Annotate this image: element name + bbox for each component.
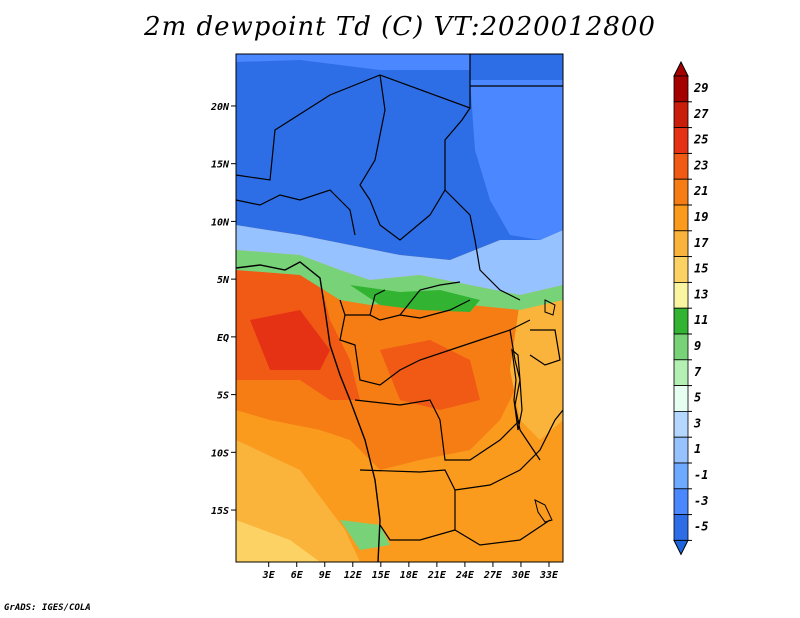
field-coast-core	[250, 310, 330, 370]
lat-tick-label: 10S	[211, 448, 229, 459]
colorbar-label: 3	[693, 416, 701, 430]
lake-tanganyika	[511, 348, 523, 431]
colorbar-label: 5	[694, 391, 701, 405]
colorbar-bottom-arrow	[673, 539, 689, 556]
colorbar-label: 13	[694, 287, 708, 301]
colorbar-label: 7	[694, 365, 702, 379]
lon-tick-label: 30E	[511, 570, 531, 581]
field-moist-band	[236, 225, 563, 295]
dewpoint-field	[236, 54, 563, 562]
colorbar-swatch	[673, 281, 689, 309]
colorbar-swatch	[673, 359, 689, 386]
lon-tick-label: 12E	[344, 570, 363, 581]
lake-victoria	[544, 299, 556, 316]
field-southwest-light	[236, 520, 320, 562]
lon-tick-label: 33E	[539, 570, 559, 581]
lat-tick-label: 15S	[211, 506, 229, 517]
colorbar-label: -5	[694, 520, 708, 534]
plot-frame	[235, 53, 564, 563]
longitude-axis: 3E 6E 9E 12E 15E 18E 21E 24E 27E 30E 33E	[262, 562, 559, 581]
colorbar-swatch	[673, 204, 689, 232]
colorbar-label: 29	[693, 81, 708, 95]
colorbar-label: 25	[693, 133, 708, 147]
colorbar-swatch	[673, 385, 689, 412]
lon-tick-label: 15E	[372, 570, 391, 581]
colorbar-swatch	[673, 436, 689, 464]
colorbar-label: 21	[693, 184, 708, 198]
lat-tick-label: 20N	[210, 102, 230, 113]
lat-tick-label: 15N	[211, 160, 230, 171]
field-south-green	[340, 520, 390, 550]
grads-credit: GrADS: IGES/COLA	[4, 603, 91, 613]
field-east-sahel	[470, 80, 563, 240]
field-north-strip	[236, 54, 470, 70]
lon-tick-label: 18E	[400, 570, 419, 581]
latitude-axis: 20N 15N 10N 5N EQ 5S 10S 15S	[210, 102, 236, 517]
colorbar-swatch	[673, 488, 689, 515]
colorbar-swatch	[673, 101, 689, 129]
colorbar-swatch	[673, 333, 689, 361]
lake-kariba	[534, 499, 553, 523]
field-east-highland	[510, 290, 563, 440]
colorbar-label: 1	[694, 442, 701, 456]
country-borders	[236, 54, 563, 546]
colorbar-swatch	[673, 462, 689, 490]
lat-tick-label: 5S	[217, 391, 229, 402]
colorbar-label: 27	[693, 107, 709, 121]
colorbar-label: 9	[694, 339, 701, 353]
colorbar-top-arrow	[673, 60, 689, 77]
lat-tick-label: EQ	[217, 333, 229, 344]
lon-tick-label: 27E	[483, 570, 503, 581]
field-green-band	[236, 250, 563, 310]
colorbar-label: -1	[694, 468, 708, 482]
lat-tick-label: 10N	[211, 217, 230, 228]
lon-tick-label: 9E	[319, 570, 332, 581]
colorbar-swatch	[673, 410, 689, 438]
colorbar-swatch	[673, 127, 689, 154]
colorbar-label: -3	[694, 494, 708, 508]
colorbar-swatch	[673, 256, 689, 283]
colorbar-label: 15	[694, 262, 708, 276]
lon-tick-label: 3E	[262, 570, 276, 581]
colorbar-swatch	[673, 152, 689, 180]
lon-tick-label: 6E	[291, 570, 304, 581]
lon-tick-label: 21E	[427, 570, 447, 581]
colorbar-swatch	[673, 178, 689, 206]
colorbar-label: 11	[694, 313, 708, 327]
colorbar-label: 17	[694, 236, 709, 250]
colorbar-swatch	[673, 75, 689, 103]
colorbar-swatch	[673, 307, 689, 335]
colorbar-label: 23	[693, 158, 708, 172]
lon-tick-label: 24E	[455, 570, 475, 581]
coastline	[236, 261, 381, 562]
colorbar-label: 19	[694, 210, 708, 224]
map-title: 2m dewpoint Td (C) VT:2020012800	[144, 12, 656, 42]
colorbar-swatch	[673, 514, 689, 541]
field-congo-core	[380, 340, 480, 410]
colorbar: 29 27 25 23 21 19 17 15 13 11 9 7 5 3 1 -1 -3 -5	[673, 60, 709, 556]
lat-tick-label: 5N	[217, 275, 230, 286]
colorbar-swatch	[673, 230, 689, 258]
